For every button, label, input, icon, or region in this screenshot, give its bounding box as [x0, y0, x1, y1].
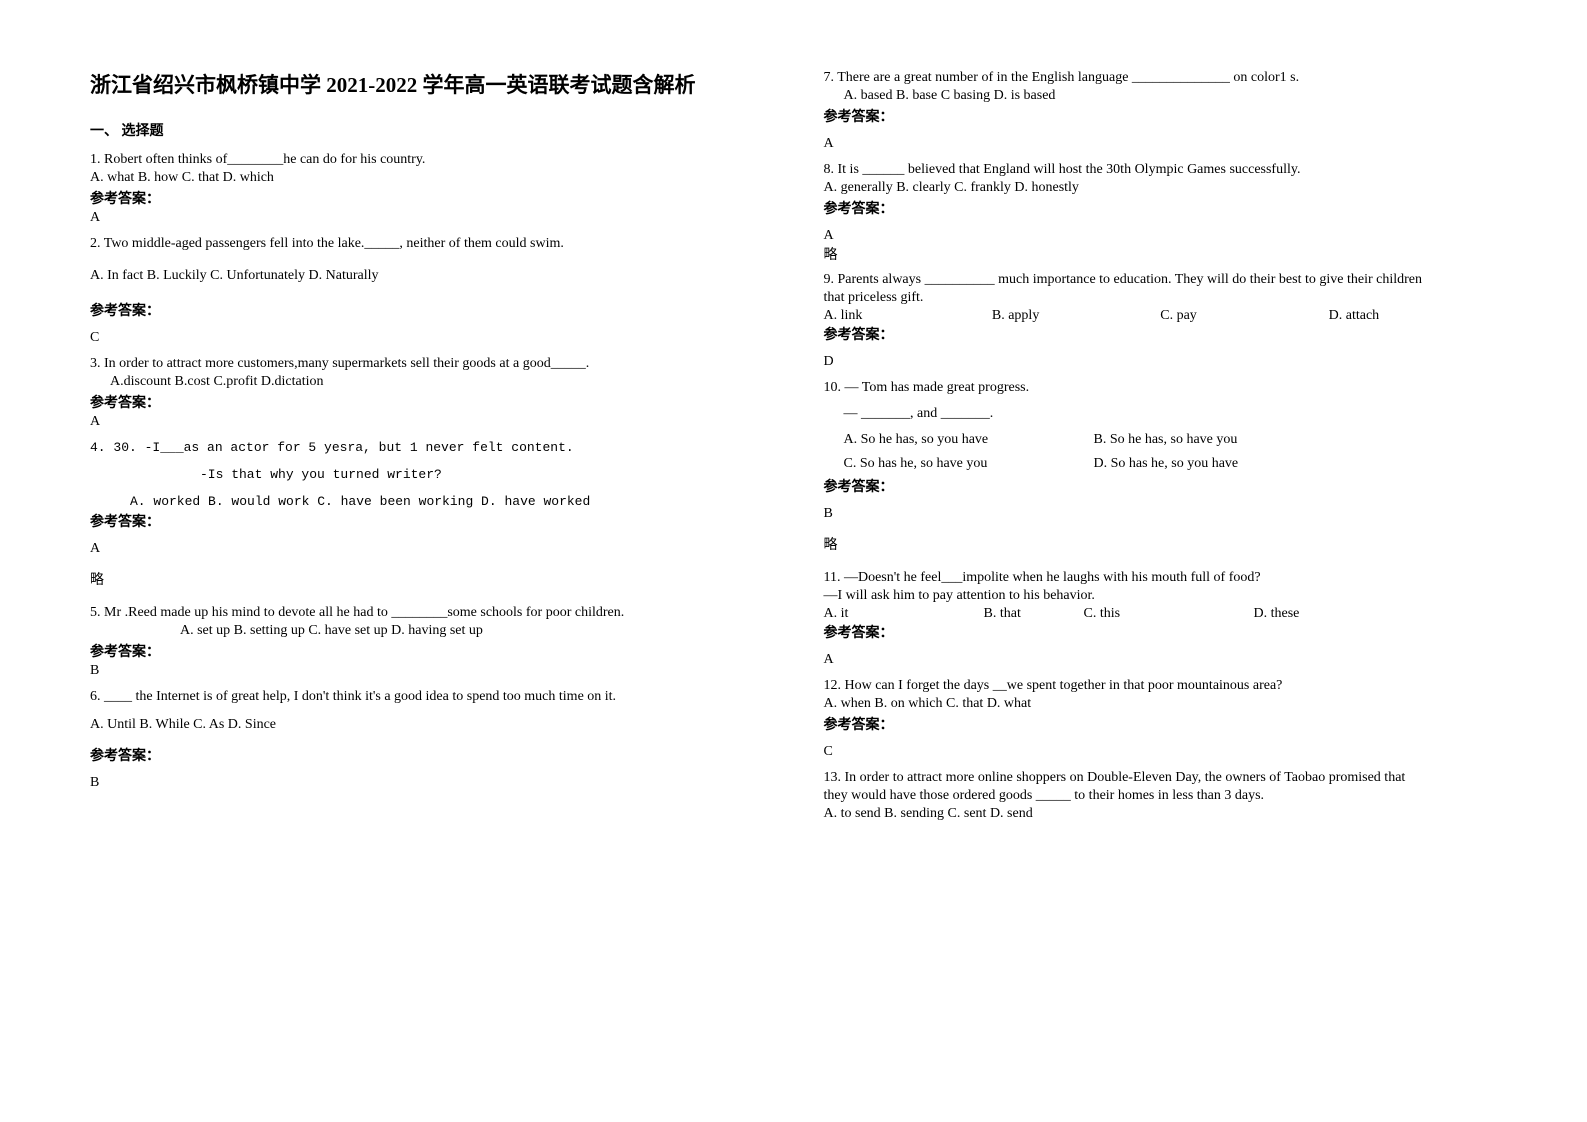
- question-text: 5. Mr .Reed made up his mind to devote a…: [90, 605, 764, 621]
- options-row-2: C. So has he, so have you D. So has he, …: [844, 456, 1498, 472]
- answer-label: 参考答案：: [90, 188, 764, 208]
- question-8: 8. It is ______ believed that England wi…: [824, 162, 1498, 264]
- answer-value: A: [824, 652, 1498, 668]
- question-3: 3. In order to attract more customers,ma…: [90, 356, 764, 430]
- answer-value: A: [90, 541, 764, 557]
- question-text: 3. In order to attract more customers,ma…: [90, 356, 764, 372]
- right-column: 7. There are a great number of in the En…: [824, 70, 1498, 830]
- skip-text: 略: [824, 534, 1498, 554]
- option-b: B. that: [984, 606, 1084, 622]
- question-7: 7. There are a great number of in the En…: [824, 70, 1498, 152]
- question-options: A. Until B. While C. As D. Since: [90, 717, 764, 733]
- question-text: 7. There are a great number of in the En…: [824, 70, 1498, 86]
- question-text-2: they would have those ordered goods ____…: [824, 788, 1498, 804]
- question-text: 9. Parents always __________ much import…: [824, 272, 1498, 288]
- question-text: 11. —Doesn't he feel___impolite when he …: [824, 570, 1498, 586]
- answer-label: 参考答案：: [90, 745, 764, 765]
- answer-label: 参考答案：: [824, 622, 1498, 642]
- answer-value: C: [90, 330, 764, 346]
- answer-label: 参考答案：: [90, 392, 764, 412]
- answer-label: 参考答案：: [90, 641, 764, 661]
- option-a: A. link: [824, 308, 992, 324]
- answer-value: B: [90, 775, 764, 791]
- answer-label: 参考答案：: [824, 714, 1498, 734]
- question-text-2: — _______, and _______.: [844, 406, 1498, 422]
- question-options: A. link B. apply C. pay D. attach: [824, 308, 1498, 324]
- answer-value: A: [824, 136, 1498, 152]
- question-options: A. In fact B. Luckily C. Unfortunately D…: [90, 268, 764, 284]
- answer-label: 参考答案：: [824, 106, 1498, 126]
- question-text-2: —I will ask him to pay attention to his …: [824, 588, 1498, 604]
- answer-label: 参考答案：: [824, 324, 1498, 344]
- answer-value: B: [90, 663, 764, 679]
- question-5: 5. Mr .Reed made up his mind to devote a…: [90, 605, 764, 679]
- question-options: A. based B. base C basing D. is based: [844, 88, 1498, 104]
- option-d: D. attach: [1329, 308, 1497, 324]
- answer-value: A: [90, 414, 764, 430]
- option-a: A. it: [824, 606, 984, 622]
- options-row-1: A. So he has, so you have B. So he has, …: [844, 432, 1498, 448]
- answer-value: A: [824, 228, 1498, 244]
- question-12: 12. How can I forget the days __we spent…: [824, 678, 1498, 760]
- question-text: 8. It is ______ believed that England wi…: [824, 162, 1498, 178]
- question-options: A. set up B. setting up C. have set up D…: [180, 623, 764, 639]
- answer-label: 参考答案：: [824, 198, 1498, 218]
- answer-value: D: [824, 354, 1498, 370]
- question-text: 1. Robert often thinks of________he can …: [90, 152, 764, 168]
- question-11: 11. —Doesn't he feel___impolite when he …: [824, 570, 1498, 668]
- section-header: 一、 选择题: [90, 120, 764, 140]
- left-column: 浙江省绍兴市枫桥镇中学 2021-2022 学年高一英语联考试题含解析 一、 选…: [90, 70, 764, 830]
- answer-value: B: [824, 506, 1498, 522]
- question-10: 10. — Tom has made great progress. — ___…: [824, 380, 1498, 554]
- question-text: 6. ____ the Internet is of great help, I…: [90, 689, 764, 705]
- option-c: C. So has he, so have you: [844, 456, 1094, 472]
- answer-label: 参考答案：: [824, 476, 1498, 496]
- question-options: A. it B. that C. this D. these: [824, 606, 1498, 622]
- question-1: 1. Robert often thinks of________he can …: [90, 152, 764, 226]
- question-options: A.discount B.cost C.profit D.dictation: [110, 374, 764, 390]
- question-text: 10. — Tom has made great progress.: [824, 380, 1498, 396]
- option-d: D. So has he, so you have: [1094, 456, 1239, 472]
- question-6: 6. ____ the Internet is of great help, I…: [90, 689, 764, 791]
- question-options: A. generally B. clearly C. frankly D. ho…: [824, 180, 1498, 196]
- answer-label: 参考答案：: [90, 300, 764, 320]
- answer-label: 参考答案：: [90, 511, 764, 531]
- option-b: B. apply: [992, 308, 1160, 324]
- question-text-2: -Is that why you turned writer?: [200, 467, 764, 482]
- question-options: A. to send B. sending C. sent D. send: [824, 806, 1498, 822]
- question-13: 13. In order to attract more online shop…: [824, 770, 1498, 822]
- question-4: 4. 30. -I___as an actor for 5 yesra, but…: [90, 440, 764, 589]
- option-c: C. pay: [1160, 308, 1328, 324]
- option-b: B. So he has, so have you: [1094, 432, 1238, 448]
- answer-value: C: [824, 744, 1498, 760]
- question-text: 4. 30. -I___as an actor for 5 yesra, but…: [90, 440, 764, 455]
- skip-text: 略: [824, 244, 1498, 264]
- option-d: D. these: [1254, 606, 1300, 622]
- question-options: A. what B. how C. that D. which: [90, 170, 764, 186]
- option-a: A. So he has, so you have: [844, 432, 1094, 448]
- question-text: 12. How can I forget the days __we spent…: [824, 678, 1498, 694]
- document-title: 浙江省绍兴市枫桥镇中学 2021-2022 学年高一英语联考试题含解析: [90, 70, 764, 102]
- question-text-2: that priceless gift.: [824, 290, 1498, 306]
- answer-value: A: [90, 210, 764, 226]
- question-options: A. when B. on which C. that D. what: [824, 696, 1498, 712]
- skip-text: 略: [90, 569, 764, 589]
- question-text: 13. In order to attract more online shop…: [824, 770, 1498, 786]
- option-c: C. this: [1084, 606, 1254, 622]
- question-2: 2. Two middle-aged passengers fell into …: [90, 236, 764, 346]
- question-options: A. worked B. would work C. have been wor…: [130, 494, 764, 509]
- question-9: 9. Parents always __________ much import…: [824, 272, 1498, 370]
- question-text: 2. Two middle-aged passengers fell into …: [90, 236, 764, 252]
